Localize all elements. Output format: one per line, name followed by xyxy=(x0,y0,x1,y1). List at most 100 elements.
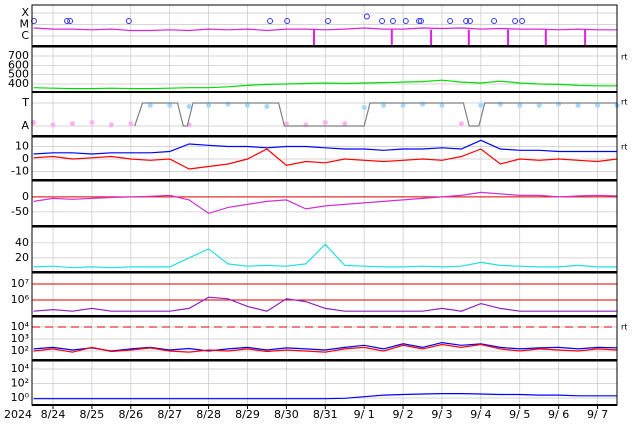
point xyxy=(186,103,192,109)
series-line xyxy=(33,79,617,90)
point xyxy=(379,18,386,25)
y-tick-label: 10⁰ xyxy=(11,391,30,404)
point xyxy=(595,102,601,108)
point xyxy=(206,102,212,108)
point xyxy=(244,102,250,108)
series-line xyxy=(33,296,617,312)
point xyxy=(400,102,406,108)
point xyxy=(575,102,581,108)
x-tick-label: 9/ 5 xyxy=(509,408,530,421)
series-line xyxy=(33,393,617,400)
point xyxy=(283,121,289,127)
y-tick-label: 10⁶ xyxy=(11,293,30,306)
year-label: 2024 xyxy=(4,408,32,421)
point xyxy=(267,18,274,25)
y-tick-label: 10⁷ xyxy=(11,277,29,290)
point xyxy=(50,122,56,128)
x-tick-label: 9/ 1 xyxy=(354,408,375,421)
point xyxy=(402,18,409,25)
y-tick-label: 0 xyxy=(22,190,29,203)
series-line xyxy=(33,191,618,215)
point xyxy=(264,103,270,109)
y-tick-label: 10² xyxy=(11,376,29,389)
point xyxy=(517,102,523,108)
series-line xyxy=(33,343,618,353)
point xyxy=(458,121,464,127)
panel-frame xyxy=(31,272,618,317)
point xyxy=(389,18,396,25)
y-tick-label: -10 xyxy=(11,165,29,178)
y-tick-label: 400 xyxy=(8,77,29,90)
y-tick-label: C xyxy=(21,29,29,42)
point xyxy=(381,102,387,108)
point xyxy=(89,120,95,126)
point xyxy=(325,18,332,25)
y-tick-label: 0 xyxy=(22,152,29,165)
x-tick-label: 9/ 3 xyxy=(431,408,452,421)
panel-frame xyxy=(31,91,618,137)
y-tick-label: M xyxy=(20,18,30,31)
right-label: rt xyxy=(621,143,627,152)
right-label: rt xyxy=(621,53,627,62)
y-tick-label: 500 xyxy=(8,68,29,81)
point xyxy=(108,122,114,128)
point xyxy=(125,18,132,25)
x-tick-label: 8/30 xyxy=(274,408,299,421)
x-tick-label: 9/ 4 xyxy=(470,408,491,421)
panel-frame xyxy=(31,4,618,47)
series-line xyxy=(33,341,618,352)
series-line xyxy=(33,243,617,269)
x-tick-label: 8/24 xyxy=(41,408,66,421)
right-label: rt xyxy=(621,323,627,332)
y-tick-label: 40 xyxy=(15,236,29,249)
point xyxy=(519,18,526,25)
y-tick-label: T xyxy=(21,96,29,109)
point xyxy=(512,18,519,25)
x-tick-label: 9/ 6 xyxy=(548,408,569,421)
series-line xyxy=(33,27,617,32)
point xyxy=(284,18,291,25)
point xyxy=(447,18,454,25)
point xyxy=(363,13,370,20)
right-label: rt xyxy=(621,98,627,107)
point xyxy=(466,18,473,25)
y-tick-label: 700 xyxy=(8,49,29,62)
point xyxy=(67,18,74,25)
point xyxy=(478,102,484,108)
point xyxy=(491,18,498,25)
y-tick-label: A xyxy=(21,119,29,132)
y-tick-label: -50 xyxy=(11,205,29,218)
point xyxy=(128,121,134,127)
y-tick-label: X xyxy=(21,6,29,19)
x-tick-label: 8/31 xyxy=(313,408,338,421)
x-tick-label: 8/28 xyxy=(196,408,221,421)
x-tick-label: 8/29 xyxy=(235,408,260,421)
x-tick-label: 8/26 xyxy=(118,408,143,421)
point xyxy=(30,18,37,25)
point xyxy=(64,18,71,25)
point xyxy=(342,121,348,127)
point xyxy=(322,120,328,126)
y-tick-label: 10⁴ xyxy=(11,362,30,375)
y-tick-label: 10⁴ xyxy=(11,320,30,333)
y-tick-label: 20 xyxy=(15,251,29,264)
x-tick-label: 9/ 7 xyxy=(587,408,608,421)
y-tick-label: 10² xyxy=(11,344,29,357)
y-tick-label: 10 xyxy=(15,140,29,153)
panel-frame xyxy=(31,136,618,181)
series-line xyxy=(33,139,617,155)
point xyxy=(147,102,153,108)
point xyxy=(417,18,424,25)
y-tick-label: 600 xyxy=(8,58,29,71)
point xyxy=(439,102,445,108)
panel-frame xyxy=(31,180,618,227)
x-tick-label: 9/ 2 xyxy=(392,408,413,421)
point xyxy=(167,102,173,108)
point xyxy=(463,18,470,25)
point xyxy=(416,18,423,25)
panel-frame xyxy=(31,226,618,273)
panel-frame xyxy=(31,46,618,93)
point xyxy=(69,121,75,127)
x-tick-label: 8/25 xyxy=(80,408,105,421)
